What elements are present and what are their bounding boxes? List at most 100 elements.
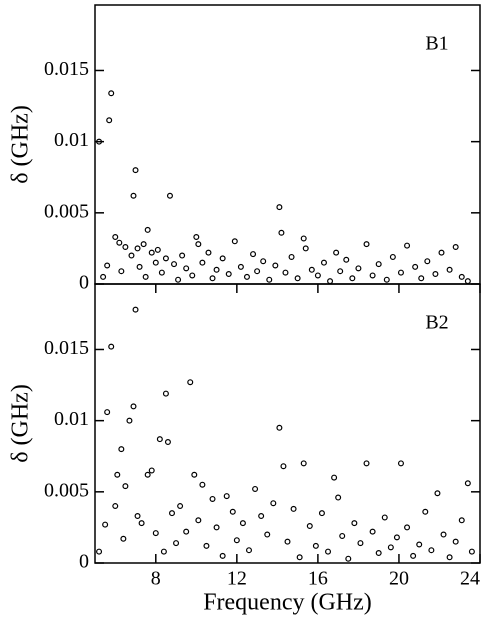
data-point [397,269,404,276]
data-point [389,253,396,260]
data-point [363,460,370,467]
data-point [306,522,313,529]
data-point [270,500,277,507]
data-point [272,262,279,269]
data-point [104,409,111,416]
data-point [205,249,212,256]
data-point [318,510,325,517]
data-point [375,261,382,268]
data-point [468,548,475,555]
data-point [177,503,184,510]
data-point [164,439,171,446]
data-point [112,503,119,510]
y-tick-label: 0 [79,272,89,294]
x-tick-label: 24 [460,568,480,590]
x-tick-label: 20 [389,568,409,590]
data-point [276,204,283,211]
panel-label: B1 [425,33,448,55]
data-point [195,241,202,248]
data-point [260,258,267,265]
data-point [108,90,115,97]
data-point [345,555,352,562]
data-point [193,234,200,241]
data-point [183,528,190,535]
data-point [264,531,271,538]
data-point [114,471,121,478]
data-point [397,460,404,467]
data-point [294,275,301,282]
data-point [122,483,129,490]
data-point [152,259,159,266]
data-point [458,273,465,280]
data-point [199,259,206,266]
y-tick-label: 0.01 [54,129,89,151]
data-point [126,417,133,424]
data-point [158,269,165,276]
data-point [446,554,453,561]
data-point [369,528,376,535]
data-point [246,547,253,554]
data-point [140,241,147,248]
data-point [219,552,226,559]
data-point [156,436,163,443]
x-tick-label: 12 [227,568,247,590]
data-point [458,517,465,524]
data-point [118,446,125,453]
data-point [130,403,137,410]
data-point [213,266,220,273]
data-point [339,532,346,539]
data-point [250,251,257,258]
data-point [452,243,459,250]
data-point [166,192,173,199]
data-point [290,505,297,512]
data-point [112,234,119,241]
data-point [393,534,400,541]
data-point [223,493,230,500]
y-axis-label: δ (GHz) [8,384,34,463]
data-point [280,463,287,470]
data-point [183,265,190,272]
data-point [387,544,394,551]
data-point [130,192,137,199]
data-point [404,242,411,249]
data-point [369,272,376,279]
data-point [118,268,125,275]
data-point [169,510,176,517]
data-point [355,265,362,272]
data-point [343,256,350,263]
data-point [288,253,295,260]
data-point [296,554,303,561]
data-point [302,245,309,252]
data-point [327,278,334,285]
data-point [106,117,113,124]
data-point [134,245,141,252]
data-point [410,552,417,559]
data-point [213,524,220,531]
data-point [363,241,370,248]
data-point [173,540,180,547]
data-point [446,266,453,273]
data-point [96,548,103,555]
y-tick-label: 0.015 [44,337,89,359]
data-point [418,275,425,282]
data-point [171,261,178,268]
data-point [438,249,445,256]
data-point [278,229,285,236]
data-point [300,235,307,242]
data-point [142,273,149,280]
data-point [100,273,107,280]
y-tick-label: 0 [79,551,89,573]
data-point [195,517,202,524]
data-point [428,547,435,554]
data-point [160,548,167,555]
data-point [434,490,441,497]
data-point [357,540,364,547]
data-point [404,524,411,531]
y-tick-label: 0.01 [54,408,89,430]
data-point [136,263,143,270]
data-point [162,390,169,397]
data-point [209,275,216,282]
data-point [144,226,151,233]
data-point [191,471,198,478]
data-point [108,343,115,350]
